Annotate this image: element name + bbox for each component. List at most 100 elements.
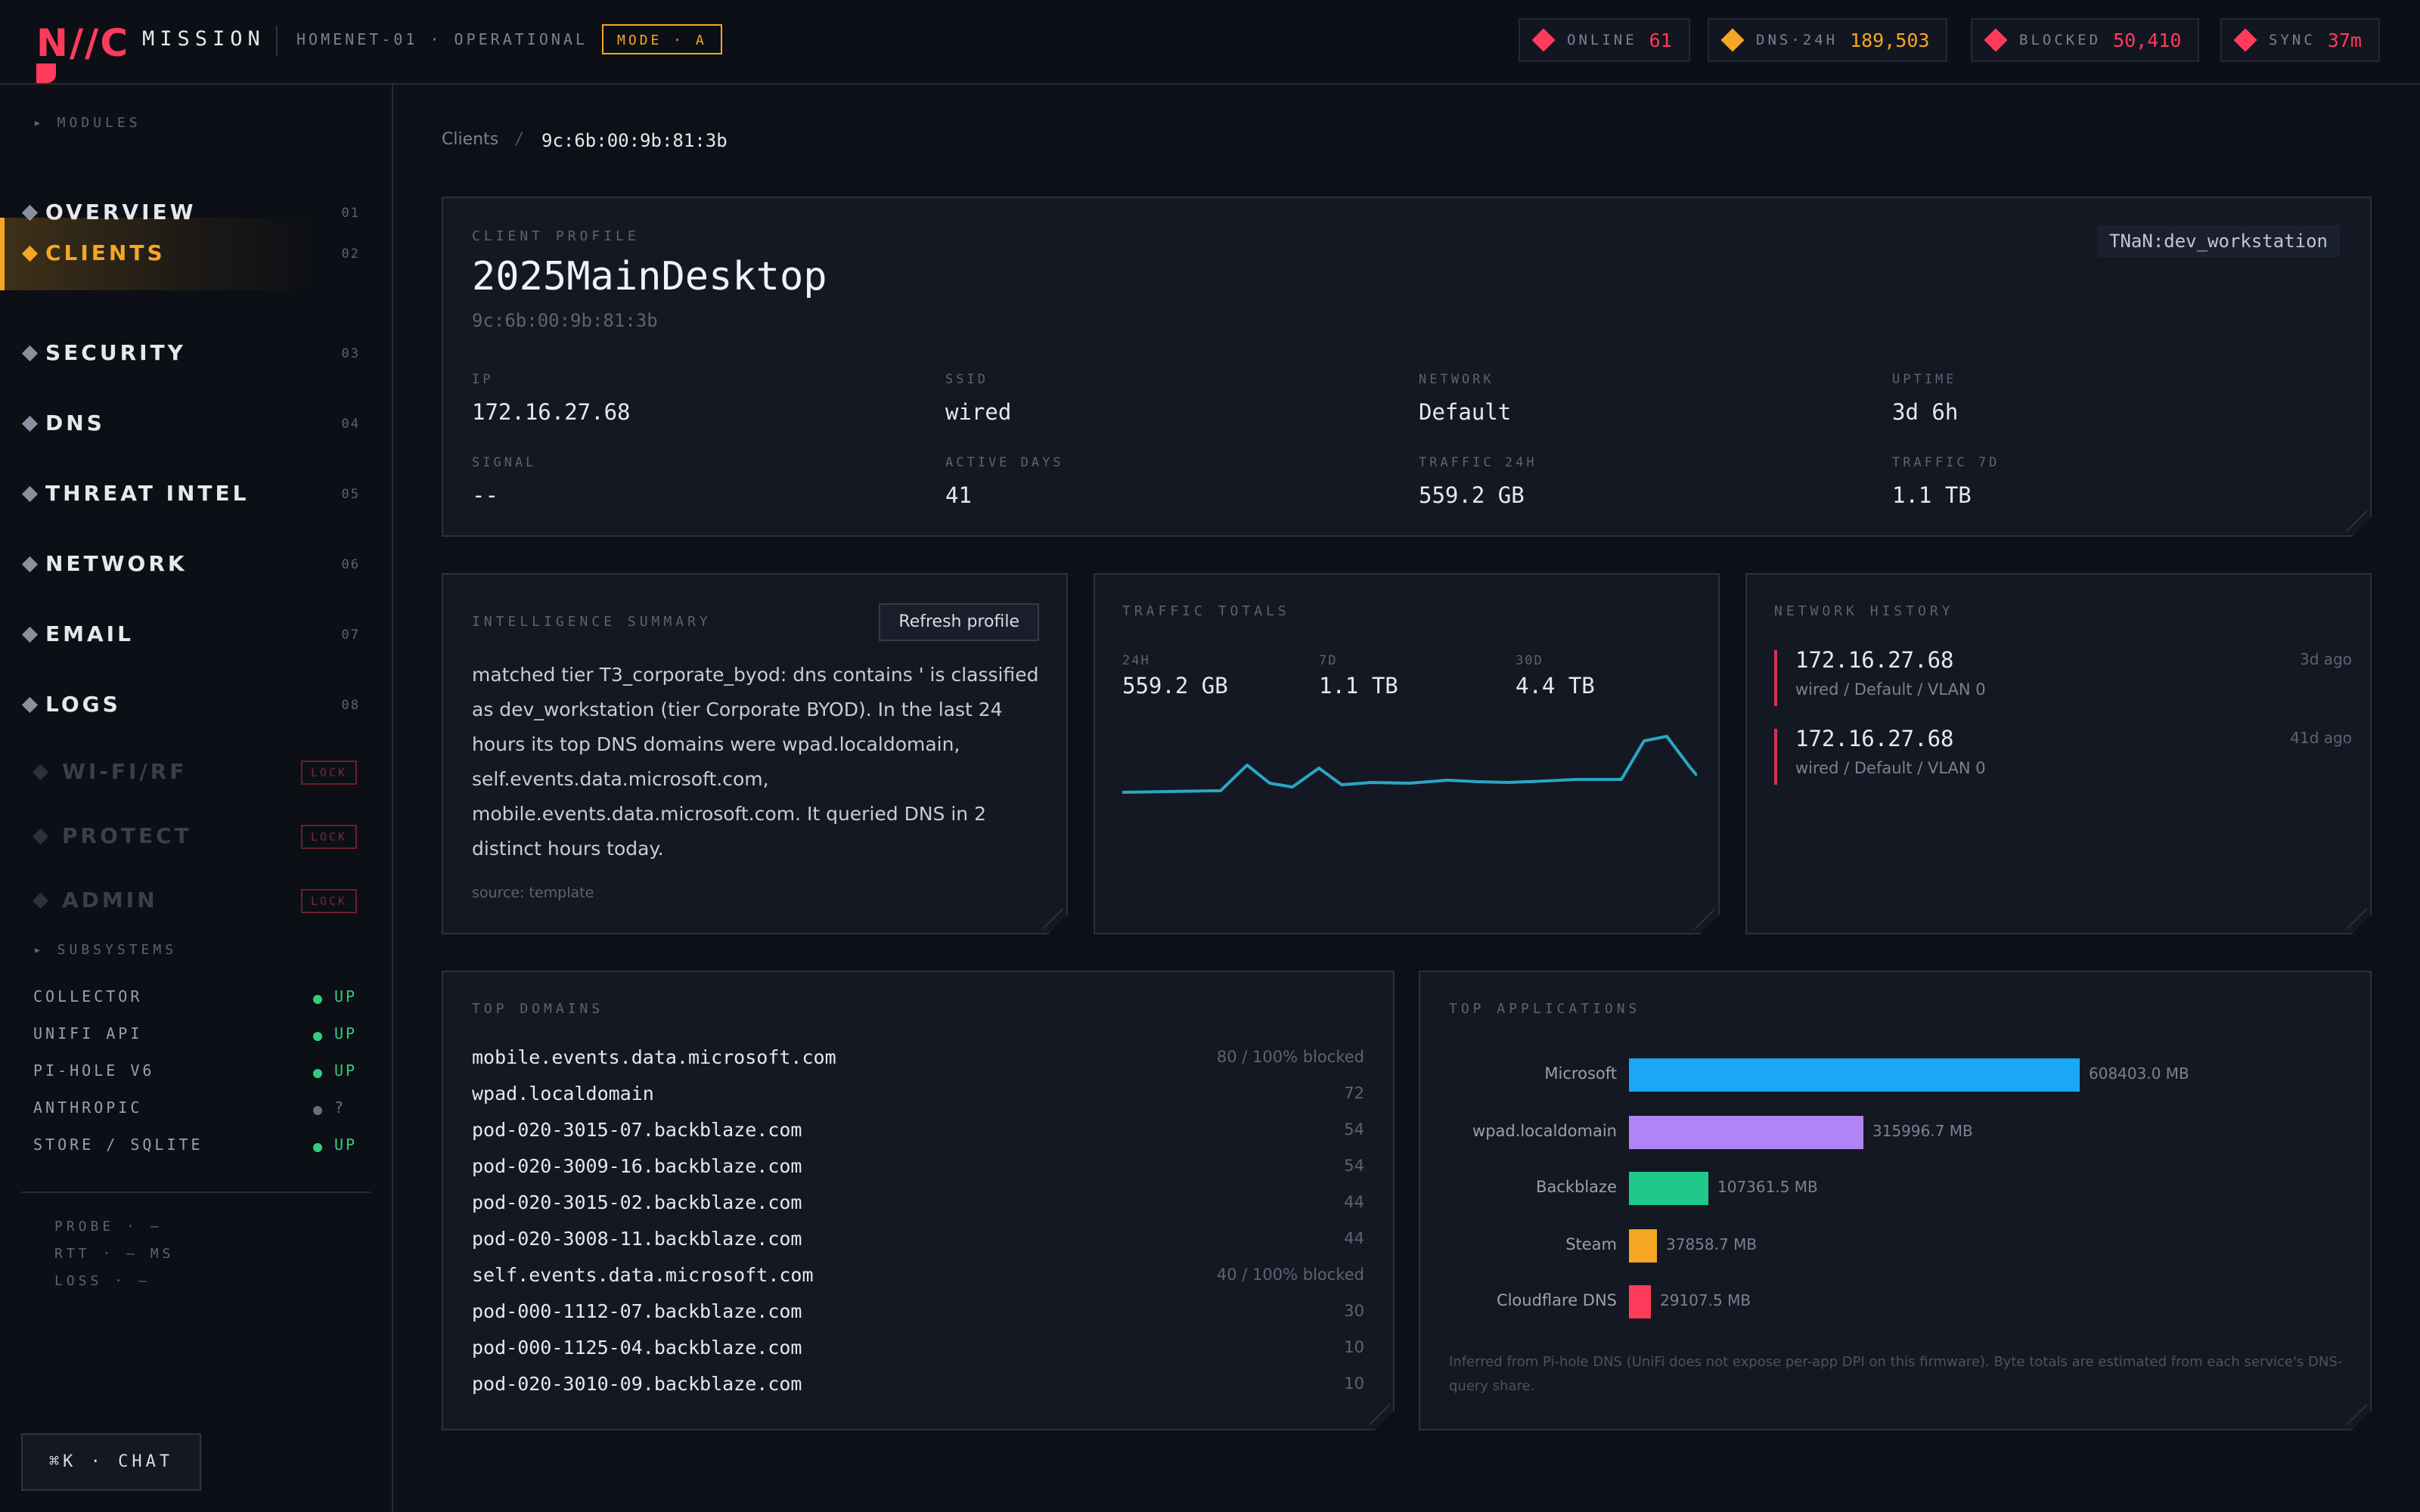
sidebar-item-email[interactable]: EMAIL 07 <box>0 602 390 668</box>
domain-row[interactable]: pod-020-3015-02.backblaze.com 44 <box>472 1191 1364 1222</box>
domain-row[interactable]: wpad.localdomain 72 <box>472 1083 1364 1113</box>
domain-name: mobile.events.data.microsoft.com <box>472 1046 836 1068</box>
history-ago: 3d ago <box>2300 650 2352 668</box>
total-label: 24H <box>1122 653 1150 668</box>
field-traffic-24h: 559.2 GB <box>1419 482 1525 508</box>
field-ip: 172.16.27.68 <box>472 399 631 425</box>
nav-label: CLIENTS <box>45 240 166 265</box>
field-signal: -- <box>472 482 498 508</box>
app-row: Cloudflare DNS 29107.5 MB <box>1420 1285 2373 1318</box>
domain-row[interactable]: pod-020-3015-07.backblaze.com 54 <box>472 1119 1364 1149</box>
nav-label: PROTECT <box>62 823 192 848</box>
nav-label: SECURITY <box>45 340 186 365</box>
lock-badge: LOCK <box>301 761 357 785</box>
sidebar-item-network[interactable]: NETWORK 06 <box>0 531 390 598</box>
domain-count: 10 <box>1344 1338 1364 1356</box>
domain-row[interactable]: pod-020-3008-11.backblaze.com 44 <box>472 1228 1364 1258</box>
diamond-icon <box>32 764 49 781</box>
diamond-icon <box>21 245 39 262</box>
sidebar-item-clients[interactable]: CLIENTS 02 <box>0 218 390 290</box>
sidebar-item-security[interactable]: SECURITY 03 <box>0 321 390 387</box>
lock-badge: LOCK <box>301 825 357 849</box>
nav-number: 02 <box>341 246 360 262</box>
app-row: Steam 37858.7 MB <box>1420 1229 2373 1263</box>
domain-name: pod-000-1112-07.backblaze.com <box>472 1300 802 1322</box>
nav-label: EMAIL <box>45 621 134 646</box>
domain-count: 44 <box>1344 1193 1364 1211</box>
chat-button[interactable]: ⌘K · CHAT <box>21 1433 201 1491</box>
field-label: ACTIVE DAYS <box>945 455 1064 470</box>
sidebar-item-logs[interactable]: LOGS 08 <box>0 672 390 739</box>
domain-count: 72 <box>1344 1084 1364 1102</box>
modules-header: ▸ MODULES <box>33 115 141 131</box>
domain-row[interactable]: self.events.data.microsoft.com 40 / 100% … <box>472 1264 1364 1294</box>
field-traffic-7d: 1.1 TB <box>1892 482 1972 508</box>
diamond-icon <box>1720 28 1745 52</box>
divider <box>276 26 278 56</box>
intel-source: source: template <box>472 885 594 901</box>
sidebar-item-threat-intel[interactable]: THREAT INTEL 05 <box>0 461 390 528</box>
client-profile-panel: CLIENT PROFILE 2025MainDesktop 9c:6b:00:… <box>442 197 2372 537</box>
domain-row[interactable]: pod-020-3010-09.backblaze.com 10 <box>472 1373 1364 1403</box>
field-label: SSID <box>945 372 988 387</box>
diamond-icon <box>21 345 39 362</box>
domain-row[interactable]: pod-000-1112-07.backblaze.com 30 <box>472 1300 1364 1331</box>
intel-summary-text: matched tier T3_corporate_byod: dns cont… <box>472 664 1039 860</box>
diamond-icon <box>21 626 39 643</box>
breadcrumb-current: 9c:6b:00:9b:81:3b <box>541 130 728 151</box>
nav-label: NETWORK <box>45 551 188 576</box>
diamond-icon <box>32 892 49 909</box>
app-bar <box>1629 1229 1657 1263</box>
domain-row[interactable]: mobile.events.data.microsoft.com 80 / 100… <box>472 1046 1364 1077</box>
sidebar: ▸ MODULES OVERVIEW 01 CLIENTS 02 SECURIT… <box>0 85 393 1512</box>
nav-number: 07 <box>341 627 360 643</box>
nav-number: 04 <box>341 417 360 432</box>
subsystem-pi-hole: PI-HOLE V6 UP <box>33 1061 358 1084</box>
stat-blocked: BLOCKED 50,410 <box>1971 18 2200 62</box>
app-bar <box>1629 1172 1708 1205</box>
stat-label: ONLINE <box>1567 32 1637 48</box>
diamond-icon <box>1531 28 1556 52</box>
field-active-days: 41 <box>945 482 972 508</box>
sidebar-item-dns[interactable]: DNS 04 <box>0 391 390 457</box>
stat-value: 189,503 <box>1850 29 1930 51</box>
app-bar <box>1629 1058 2080 1092</box>
subsystem-label: COLLECTOR <box>33 987 143 1005</box>
status-dot-icon <box>313 1106 322 1115</box>
app-bar <box>1629 1285 1651 1318</box>
breadcrumb-clients[interactable]: Clients <box>442 130 499 149</box>
domain-count: 10 <box>1344 1374 1364 1393</box>
network-history-panel: NETWORK HISTORY 172.16.27.68 wired / Def… <box>1745 573 2372 934</box>
domain-row[interactable]: pod-020-3009-16.backblaze.com 54 <box>472 1155 1364 1185</box>
stat-label: BLOCKED <box>2019 32 2102 48</box>
sidebar-item-overview[interactable]: OVERVIEW 01 <box>0 180 390 246</box>
mode-badge[interactable]: MODE · A <box>602 24 722 54</box>
app-name: wpad.localdomain <box>1472 1122 1617 1140</box>
stat-label: SYNC <box>2269 32 2316 48</box>
domain-name: self.events.data.microsoft.com <box>472 1264 814 1286</box>
subsystems-header: ▸ SUBSYSTEMS <box>33 942 178 958</box>
top-domains-panel: TOP DOMAINS mobile.events.data.microsoft… <box>442 971 1395 1430</box>
history-entry: 172.16.27.68 wired / Default / VLAN 0 41… <box>1774 729 2352 785</box>
panel-title: NETWORK HISTORY <box>1774 603 1954 619</box>
domain-name: pod-020-3008-11.backblaze.com <box>472 1228 802 1250</box>
status-dot-icon <box>313 1143 322 1152</box>
domain-name: pod-000-1125-04.backblaze.com <box>472 1337 802 1359</box>
app-value: 37858.7 MB <box>1666 1235 1758 1253</box>
refresh-profile-button[interactable]: Refresh profile <box>879 603 1039 641</box>
logo-mark-icon <box>36 64 56 83</box>
field-uptime: 3d 6h <box>1892 399 1959 425</box>
history-ip: 172.16.27.68 <box>1795 726 1954 751</box>
panel-title: TOP APPLICATIONS <box>1449 1001 1641 1017</box>
subsystem-label: UNIFI API <box>33 1024 143 1043</box>
domain-count: 54 <box>1344 1120 1364 1139</box>
app-value: 29107.5 MB <box>1660 1291 1751 1309</box>
subsystem-status: UP <box>334 1061 358 1080</box>
app-row: wpad.localdomain 315996.7 MB <box>1420 1116 2373 1149</box>
status-dot-icon <box>313 995 322 1004</box>
domain-row[interactable]: pod-000-1125-04.backblaze.com 10 <box>472 1337 1364 1367</box>
field-label: UPTIME <box>1892 372 1957 387</box>
diamond-icon <box>2233 28 2257 52</box>
nav-number: 03 <box>341 346 360 361</box>
nav-number: 06 <box>341 557 360 572</box>
